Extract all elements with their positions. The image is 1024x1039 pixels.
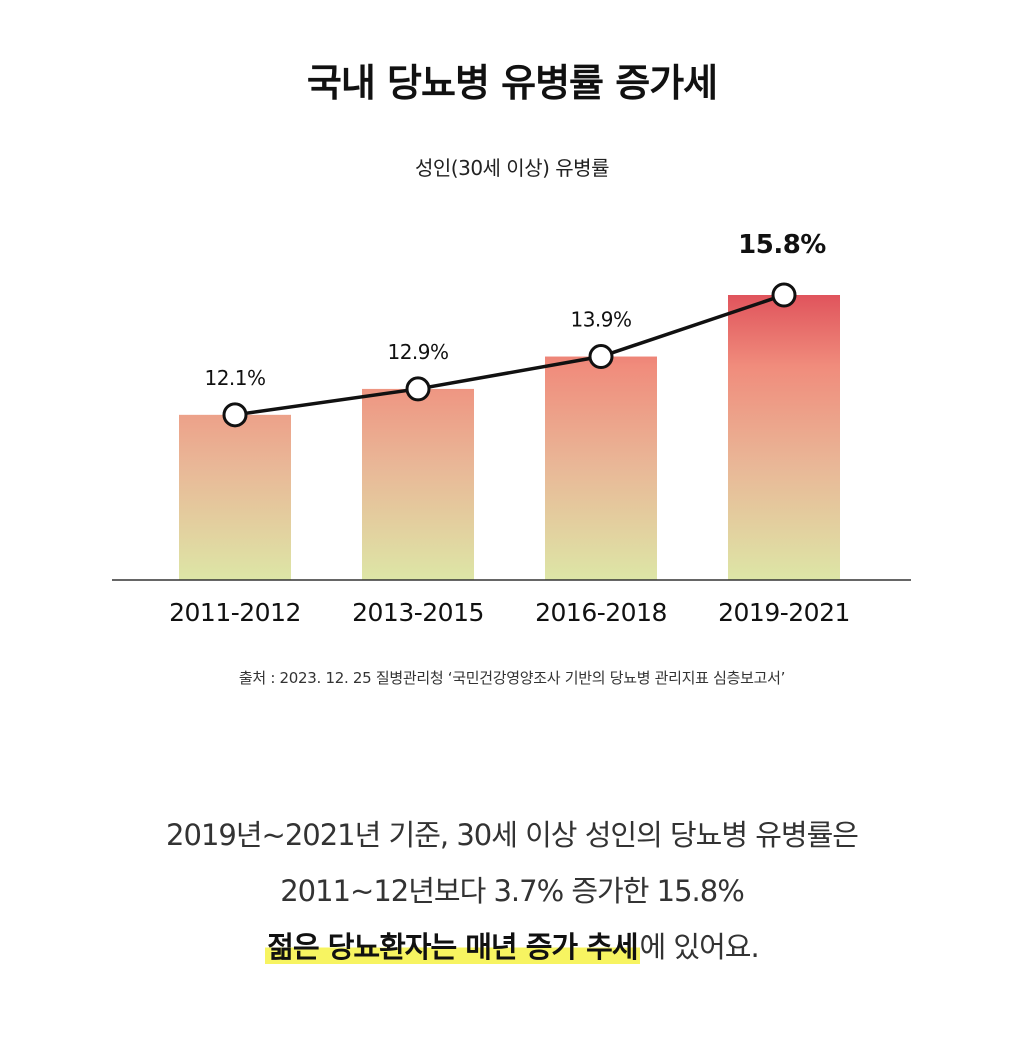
data-label-2011-2012: 12.1%: [204, 366, 265, 390]
summary-line-2: 2011~12년보다 3.7% 증가한 15.8%: [280, 874, 745, 908]
source-note: 출처 : 2023. 12. 25 질병관리청 ‘국민건강영양조사 기반의 당뇨…: [238, 669, 786, 687]
point-marker-2016-2018: [588, 344, 614, 370]
bar-2013-2015: [362, 388, 474, 580]
category-label-2013-2015: 2013-2015: [352, 598, 484, 627]
point-marker-2013-2015: [405, 376, 431, 402]
data-label-2016-2018: 13.9%: [570, 308, 631, 332]
page-title: 국내 당뇨병 유병률 증가세: [306, 61, 718, 105]
summary-highlight: 젊은 당뇨환자는 매년 증가 추세: [265, 930, 640, 964]
bar-2011-2012: [179, 414, 291, 580]
data-label-2013-2015: 12.9%: [387, 340, 448, 364]
category-label-2016-2018: 2016-2018: [535, 598, 667, 627]
bar-2016-2018: [545, 356, 657, 580]
trend-line: [234, 293, 785, 417]
summary-line-3-rest: 에 있어요.: [639, 930, 760, 964]
point-marker-2011-2012: [222, 402, 248, 428]
bar-line-chart: 12.1% 2011-2012 12.9% 2013-2015 13.9% 2016-20…: [112, 230, 911, 627]
point-marker-2019-2021: [771, 282, 797, 308]
summary-line-1: 2019년~2021년 기준, 30세 이상 성인의 당뇨병 유병률은: [166, 818, 859, 852]
data-label-2019-2021: 15.8%: [738, 230, 826, 260]
summary-line-3: 젊은 당뇨환자는 매년 증가 추세에 있어요.: [0, 924, 1024, 966]
chart-subtitle: 성인(30세 이상) 유병률: [415, 156, 609, 180]
category-label-2019-2021: 2019-2021: [718, 598, 850, 627]
category-label-2011-2012: 2011-2012: [169, 598, 301, 627]
bar-2019-2021: [728, 295, 840, 580]
